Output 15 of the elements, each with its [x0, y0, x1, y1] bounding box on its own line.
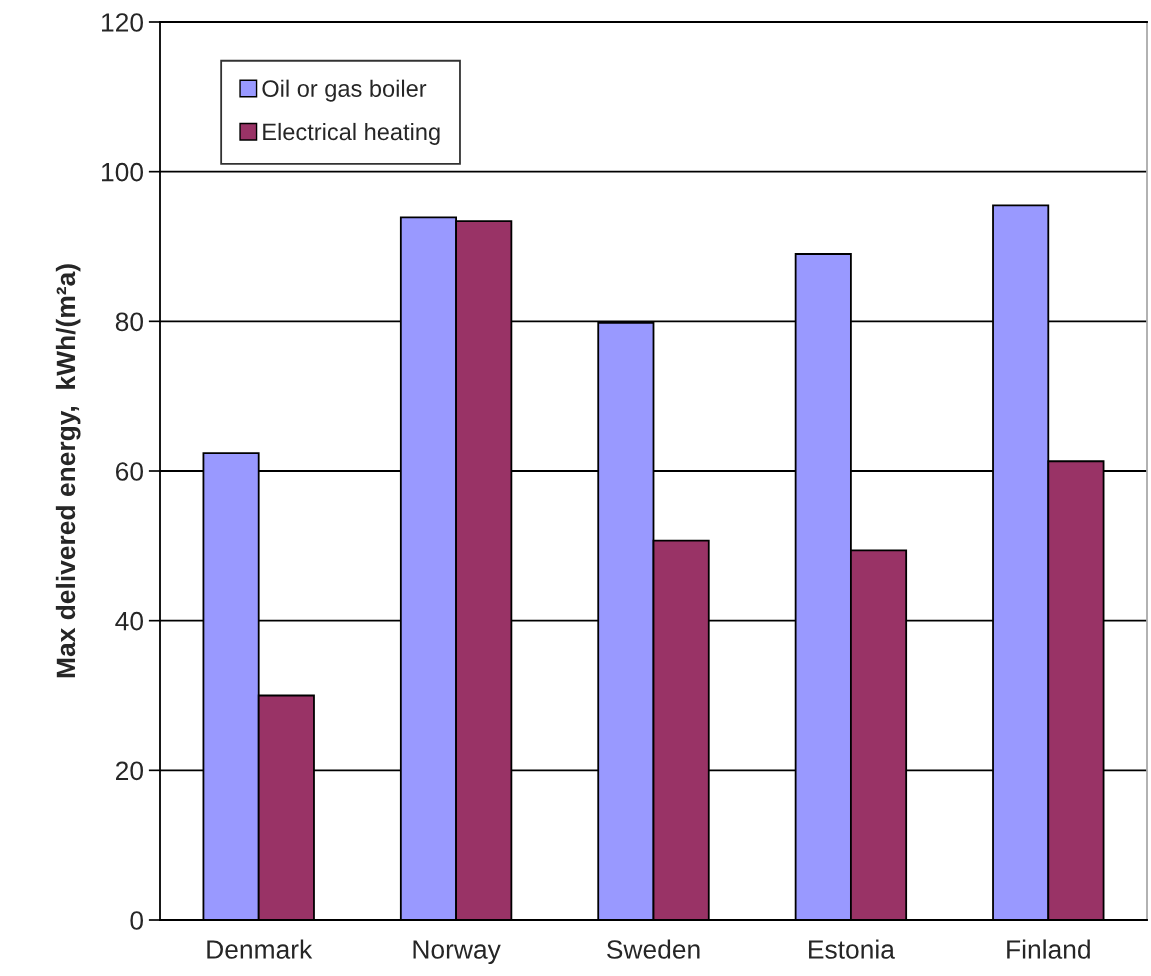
x-tick-label: Denmark — [207, 939, 313, 959]
y-tick-label: 0 — [130, 911, 143, 930]
x-tick-label: Norway — [413, 940, 501, 965]
y-tick-label: 20 — [116, 761, 143, 781]
legend-label: Electrical heating — [263, 122, 440, 145]
x-tick-label: Sweden — [607, 939, 700, 959]
legend-label: Oil or gas boiler — [262, 79, 427, 102]
y-axis-title: Max delivered energy, kWh/(m²a) — [55, 264, 81, 678]
y-tick-label: 60 — [116, 462, 143, 481]
x-tick-label: Estonia — [809, 939, 895, 959]
y-tick-label: 100 — [102, 162, 143, 182]
y-tick-label: 40 — [115, 611, 143, 631]
y-tick-label: 120 — [102, 13, 143, 32]
y-tick-label: 80 — [115, 312, 143, 332]
x-tick-label: Finland — [1007, 939, 1090, 959]
